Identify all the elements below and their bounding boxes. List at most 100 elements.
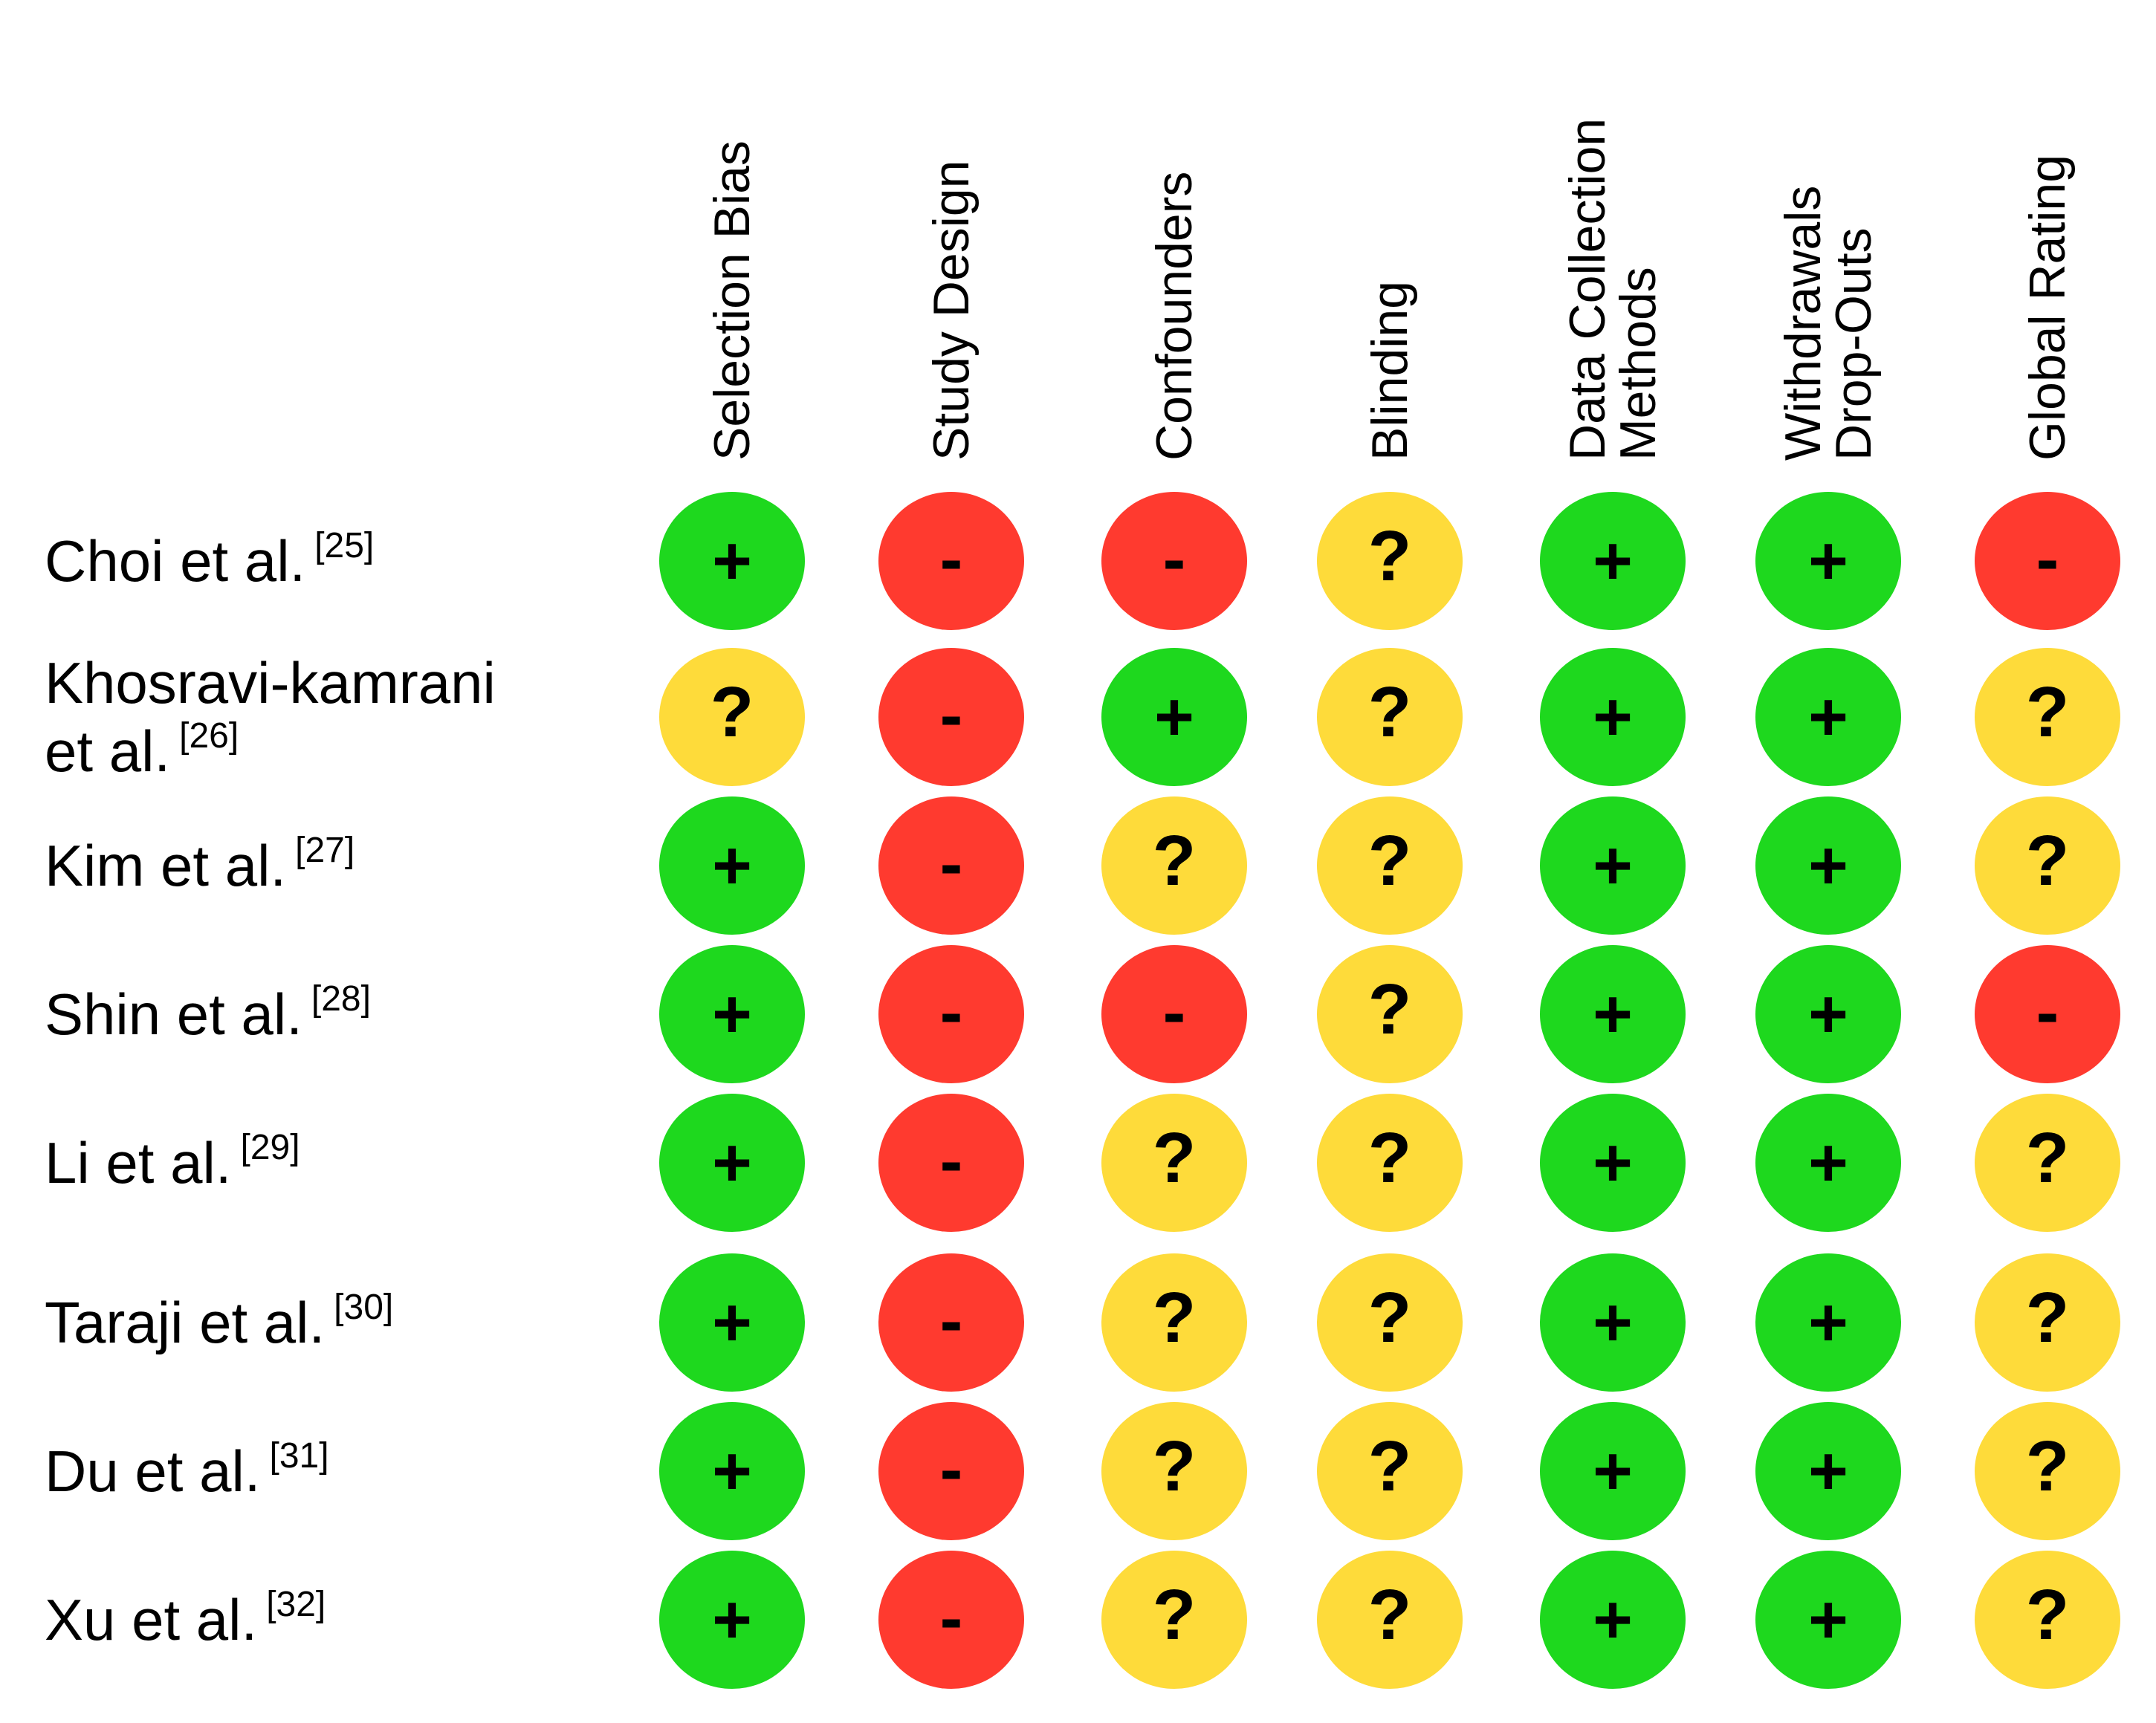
rating-unclear: ?: [1975, 1253, 2120, 1392]
rating-plus: +: [659, 1094, 805, 1232]
rating-symbol: +: [712, 523, 752, 599]
rating-symbol: ?: [1152, 1278, 1197, 1357]
rating-minus: -: [1101, 492, 1247, 630]
rating-plus: +: [1540, 1551, 1686, 1689]
column-header-line: Methods: [1610, 267, 1666, 461]
rating-plus: +: [1755, 796, 1901, 935]
study-name: Kim et al.: [45, 833, 287, 898]
rating-symbol: -: [2036, 975, 2059, 1051]
rating-symbol: +: [1808, 1285, 1848, 1360]
rating-unclear: ?: [1317, 1253, 1463, 1392]
study-label: Shin et al. [28]: [45, 979, 371, 1057]
reference-number: [32]: [266, 1585, 326, 1624]
rating-symbol: +: [712, 1125, 752, 1201]
rating-symbol: -: [939, 975, 963, 1051]
rating-symbol: ?: [1367, 970, 1412, 1049]
rating-symbol: ?: [1367, 1575, 1412, 1655]
rating-unclear: ?: [1975, 648, 2120, 786]
study-label: Choi et al. [25]: [45, 526, 375, 604]
study-label-line: Khosravi-kamrani: [45, 649, 496, 717]
rating-minus: -: [878, 1551, 1024, 1689]
rating-symbol: ?: [1367, 821, 1412, 901]
rating-minus: -: [878, 945, 1024, 1083]
study-label-line: Choi et al. [25]: [45, 526, 375, 604]
reference-number: [31]: [269, 1436, 329, 1476]
rating-unclear: ?: [1317, 1551, 1463, 1689]
rating-symbol: +: [1808, 1433, 1848, 1509]
study-label-line: Shin et al. [28]: [45, 979, 371, 1057]
rating-unclear: ?: [1317, 1402, 1463, 1540]
rating-symbol: +: [1154, 679, 1194, 755]
rating-unclear: ?: [1101, 1551, 1247, 1689]
rating-unclear: ?: [1975, 1402, 2120, 1540]
reference-number: [29]: [240, 1128, 300, 1167]
rating-symbol: -: [1162, 522, 1186, 597]
rating-symbol: -: [939, 1432, 963, 1508]
rating-minus: -: [878, 492, 1024, 630]
rating-symbol: +: [1808, 679, 1848, 755]
rating-minus: -: [878, 1094, 1024, 1232]
reference-number: [25]: [314, 526, 375, 565]
column-header-line: Data Collection: [1559, 117, 1616, 461]
study-name: Du et al.: [45, 1438, 261, 1504]
rating-unclear: ?: [1101, 1094, 1247, 1232]
rating-plus: +: [1755, 1094, 1901, 1232]
rating-plus: +: [1540, 492, 1686, 630]
reference-number: [30]: [334, 1288, 394, 1327]
rating-symbol: +: [1808, 523, 1848, 599]
study-label: Xu et al. [32]: [45, 1585, 326, 1663]
column-header-line: Global Rating: [2019, 154, 2076, 461]
column-header-line: Withdrawals: [1775, 185, 1831, 461]
rating-symbol: -: [939, 678, 963, 753]
rating-symbol: -: [939, 1283, 963, 1359]
column-header-line: Selection Bias: [704, 140, 760, 461]
rating-minus: -: [1975, 945, 2120, 1083]
rating-plus: +: [1755, 1253, 1901, 1392]
rating-unclear: ?: [1317, 945, 1463, 1083]
study-name: Xu et al.: [45, 1587, 258, 1652]
rating-symbol: ?: [2025, 1278, 2070, 1357]
rating-symbol: +: [1593, 1285, 1633, 1360]
rating-symbol: -: [939, 826, 963, 902]
study-label: Li et al. [29]: [45, 1128, 300, 1206]
reference-number: [26]: [179, 716, 239, 756]
column-header-line: Confounders: [1146, 171, 1202, 461]
rating-symbol: +: [1593, 679, 1633, 755]
reference-number: [28]: [311, 979, 371, 1019]
rating-unclear: ?: [1317, 796, 1463, 935]
rating-unclear: ?: [1101, 1253, 1247, 1392]
rating-plus: +: [1755, 945, 1901, 1083]
rating-plus: +: [659, 1402, 805, 1540]
study-name: Li et al.: [45, 1130, 232, 1195]
rating-symbol: +: [1808, 1125, 1848, 1201]
rating-symbol: ?: [2025, 1118, 2070, 1198]
rating-symbol: -: [939, 1580, 963, 1656]
rating-unclear: ?: [1975, 1094, 2120, 1232]
rating-plus: +: [659, 1551, 805, 1689]
rating-symbol: ?: [1367, 672, 1412, 752]
study-name: et al.: [45, 718, 171, 784]
study-name: Choi et al.: [45, 528, 306, 594]
rating-minus: -: [878, 796, 1024, 935]
rating-plus: +: [659, 1253, 805, 1392]
reference-number: [27]: [295, 831, 355, 870]
rating-minus: -: [1101, 945, 1247, 1083]
column-header-line: Drop-Outs: [1825, 227, 1882, 461]
rating-plus: +: [659, 492, 805, 630]
rating-plus: +: [1755, 1402, 1901, 1540]
rating-minus: -: [878, 648, 1024, 786]
rating-symbol: +: [1593, 523, 1633, 599]
rating-unclear: ?: [1317, 648, 1463, 786]
rating-plus: +: [1540, 648, 1686, 786]
rating-unclear: ?: [1317, 1094, 1463, 1232]
rating-symbol: ?: [1152, 1575, 1197, 1655]
rating-symbol: +: [712, 1582, 752, 1658]
rating-symbol: -: [1162, 975, 1186, 1051]
rating-symbol: ?: [1152, 1118, 1197, 1198]
rating-plus: +: [1540, 1402, 1686, 1540]
study-label-line: et al. [26]: [45, 716, 496, 794]
rating-symbol: ?: [2025, 1575, 2070, 1655]
rating-plus: +: [659, 796, 805, 935]
rating-symbol: ?: [1152, 1427, 1197, 1506]
rating-symbol: -: [2036, 522, 2059, 597]
